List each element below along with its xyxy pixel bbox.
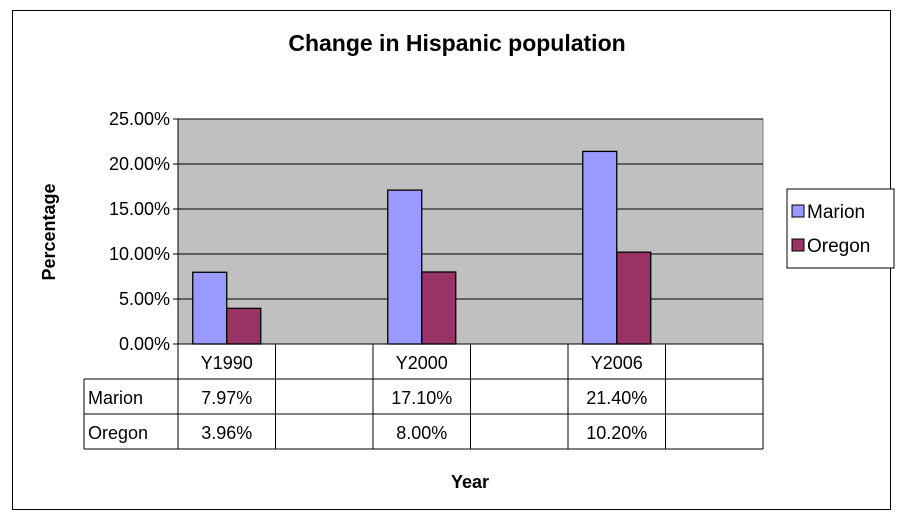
table-row-label: Marion: [88, 388, 143, 408]
plot-area: 0.00% 5.00% 10.00% 15.00% 20.00% 25.00%: [109, 109, 764, 354]
data-table: Y1990 Y2000 Y2006 Marion 7.97% 17.10% 21.40% Or…: [83, 343, 764, 450]
table-cell: 8.00%: [396, 423, 447, 443]
table-cell: 17.10%: [391, 388, 452, 408]
y-axis-label: Percentage: [39, 183, 59, 280]
y-tick-label: 25.00%: [109, 109, 170, 129]
table-cell: 10.20%: [586, 423, 647, 443]
bar-marion-y1990: [192, 271, 228, 345]
legend-label-marion: Marion: [807, 202, 865, 223]
x-axis-label: Year: [451, 472, 489, 492]
bar-oregon-y2006: [616, 251, 652, 345]
y-tick-label: 15.00%: [109, 199, 170, 219]
bar-oregon-y1990: [226, 307, 262, 345]
bar-oregon-y2000: [421, 271, 457, 345]
table-cell: 21.40%: [586, 388, 647, 408]
legend-swatch-marion: [791, 204, 805, 218]
chart-title: Change in Hispanic population: [288, 30, 625, 56]
plot-background: [177, 118, 764, 345]
table-cell: 7.97%: [201, 388, 252, 408]
legend-box: [786, 188, 895, 269]
legend: Marion Oregon: [786, 188, 895, 269]
legend-label-oregon: Oregon: [807, 236, 870, 257]
y-tick-label: 10.00%: [109, 244, 170, 264]
y-tick-label: 0.00%: [119, 334, 170, 354]
table-header-cell: Y2000: [396, 353, 448, 373]
table-cell: 3.96%: [201, 423, 252, 443]
table-header-cell: Y2006: [591, 353, 643, 373]
bar-marion-y2006: [582, 150, 618, 345]
table-row-label: Oregon: [88, 423, 148, 443]
legend-swatch-oregon: [791, 238, 805, 252]
bar-marion-y2000: [387, 189, 423, 345]
table-header-cell: Y1990: [201, 353, 253, 373]
y-tick-label: 20.00%: [109, 154, 170, 174]
y-tick-label: 5.00%: [119, 289, 170, 309]
